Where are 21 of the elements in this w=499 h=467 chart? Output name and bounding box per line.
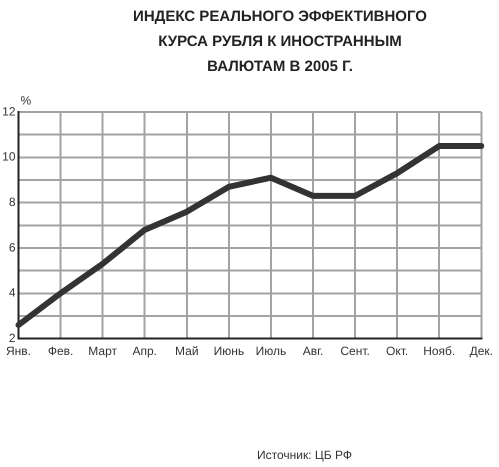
x-tick-label: Март [88,344,118,358]
x-tick-label: Июль [256,344,286,358]
x-tick-label: Дек. [470,344,494,358]
text: Источник: ЦБ РФ [256,448,353,462]
y-tick-label: 2 [8,330,16,345]
x-tick-label: Май [175,344,199,358]
x-tick-label: Фев. [48,344,74,358]
y-tick-label: 12 [2,104,16,118]
x-tick-label: Янв. [6,344,32,358]
y-axis-title: % [20,93,32,108]
x-tick-label: Июнь [214,344,244,358]
x-tick-label: Окт. [386,344,408,358]
x-tick-label: Апр. [132,344,157,358]
x-tick-label: Сент. [340,344,370,358]
chart-title: ИНДЕКС РЕАЛЬНОГО ЭФФЕКТИВНОГО КУРСА РУБЛЯ К ИНОСТРАННЫМ ВАЛЮТАМ В 2005 Г. [132,7,428,77]
y-tick-label: 6 [8,240,16,254]
x-tick-label: Авг. [302,344,324,358]
y-tick-label: 8 [8,194,16,209]
x-tick-label: Нояб. [423,344,456,358]
y-tick-label: 10 [2,150,16,164]
y-tick-label: 4 [8,286,16,300]
